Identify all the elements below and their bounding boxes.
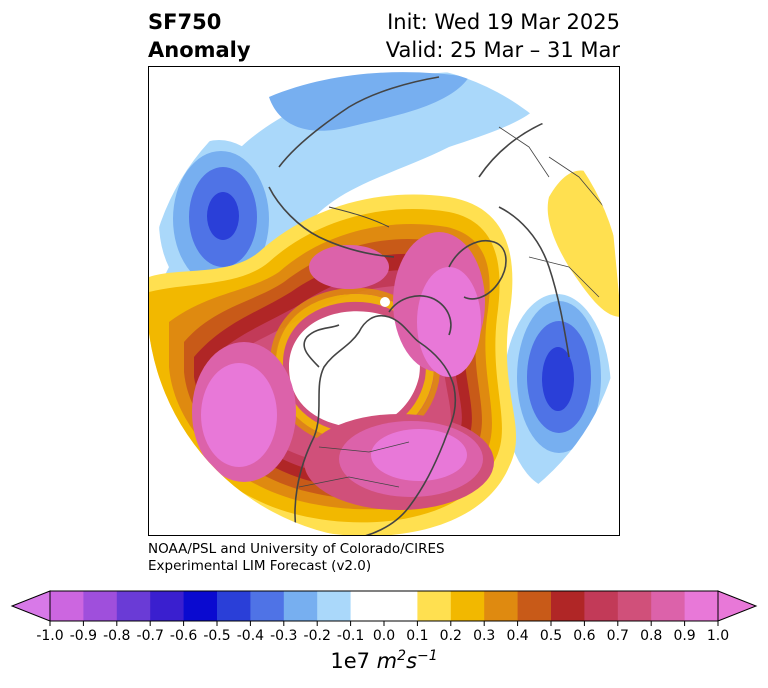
- colorbar-bin: [317, 591, 352, 621]
- colorbar-under-arrow: [10, 590, 51, 622]
- map-dates: Init: Wed 19 Mar 2025 Valid: 25 Mar – 31…: [386, 8, 620, 64]
- map-canvas: [149, 67, 619, 535]
- colorbar-tick-label: -0.3: [270, 628, 297, 644]
- colorbar-bin: [584, 591, 619, 621]
- colorbar-bin: [150, 591, 185, 621]
- credit-line-2: Experimental LIM Forecast (v2.0): [148, 558, 372, 574]
- init-date: Init: Wed 19 Mar 2025: [387, 10, 620, 34]
- colorbar-bin: [684, 591, 719, 621]
- colorbar-tick-label: -1.0: [36, 628, 63, 644]
- colorbar-unit-m: m: [376, 649, 398, 673]
- colorbar-bin: [651, 591, 686, 621]
- colorbar-unit-s: s: [406, 649, 418, 673]
- colorbar-bin: [83, 591, 118, 621]
- colorbar-bin: [384, 591, 418, 621]
- colorbar-tick-label: -0.6: [170, 628, 197, 644]
- colorbar-bin: [116, 591, 151, 621]
- colorbar-bin: [517, 591, 552, 621]
- anomaly-field: [149, 67, 619, 535]
- colorbar-svg: -1.0 -0.9 -0.8 -0.7 -0.6 -0.5 -0.4 -0.3 -0.2 -0.1…: [10, 590, 758, 644]
- colorbar-bin: [450, 591, 485, 621]
- colorbar-bin: [217, 591, 251, 621]
- colorbar-tick-label: -0.1: [337, 628, 364, 644]
- positive-anomaly-north-africa: [547, 170, 619, 317]
- title-variable: SF750: [148, 10, 222, 34]
- valid-range: Valid: 25 Mar – 31 Mar: [385, 38, 620, 62]
- colorbar-tick-label: 0.1: [406, 628, 428, 644]
- colorbar-bin: [283, 591, 318, 621]
- colorbar-tick-label: 0.2: [440, 628, 462, 644]
- negative-anomaly-north-atlantic: [503, 294, 611, 490]
- colorbar-tick-label: -0.2: [304, 628, 331, 644]
- colorbar-tick-label: 0.4: [506, 628, 528, 644]
- map-title: SF750 Anomaly: [148, 8, 251, 64]
- colorbar-bin: [183, 591, 218, 621]
- colorbar-bin: [350, 591, 385, 621]
- colorbar-bin: [50, 591, 84, 621]
- colorbar-label: 1e7 m2s−1: [0, 648, 768, 673]
- colorbar-tick-label: 0.8: [640, 628, 662, 644]
- colorbar-tick-label: 0.6: [573, 628, 595, 644]
- colorbar-tick-label: 0.0: [373, 628, 395, 644]
- colorbar-over-arrow: [717, 590, 758, 622]
- colorbar: -1.0 -0.9 -0.8 -0.7 -0.6 -0.5 -0.4 -0.3 -0.2 -0.1…: [0, 588, 768, 644]
- colorbar-tick-label: -0.5: [203, 628, 230, 644]
- colorbar-tick-label: 0.5: [540, 628, 562, 644]
- colorbar-tick-label: -0.8: [103, 628, 130, 644]
- colorbar-tick-label: -0.7: [137, 628, 164, 644]
- colorbar-tick-label: 0.3: [473, 628, 495, 644]
- credit-text: NOAA/PSL and University of Colorado/CIRE…: [148, 541, 445, 575]
- colorbar-label-base: 1e7: [330, 649, 377, 673]
- colorbar-bin: [250, 591, 285, 621]
- colorbar-exp-m: 2: [397, 648, 407, 664]
- colorbar-bin: [484, 591, 519, 621]
- colorbar-bin: [417, 591, 452, 621]
- colorbar-tick-label: 0.7: [607, 628, 629, 644]
- map-panel: [148, 66, 620, 536]
- colorbar-tick-label: 0.9: [673, 628, 695, 644]
- colorbar-bin: [551, 591, 585, 621]
- colorbar-exp-s: −1: [417, 648, 438, 664]
- colorbar-tick-label: 1.0: [707, 628, 729, 644]
- north-pole-marker: [380, 297, 390, 307]
- colorbar-tick-label: -0.4: [237, 628, 264, 644]
- polar-neutral-zone: [289, 311, 420, 428]
- title-type: Anomaly: [148, 38, 251, 62]
- colorbar-tick-label: -0.9: [70, 628, 97, 644]
- colorbar-bin: [617, 591, 652, 621]
- credit-line-1: NOAA/PSL and University of Colorado/CIRE…: [148, 541, 445, 557]
- positive-anomaly-cores: [192, 232, 494, 510]
